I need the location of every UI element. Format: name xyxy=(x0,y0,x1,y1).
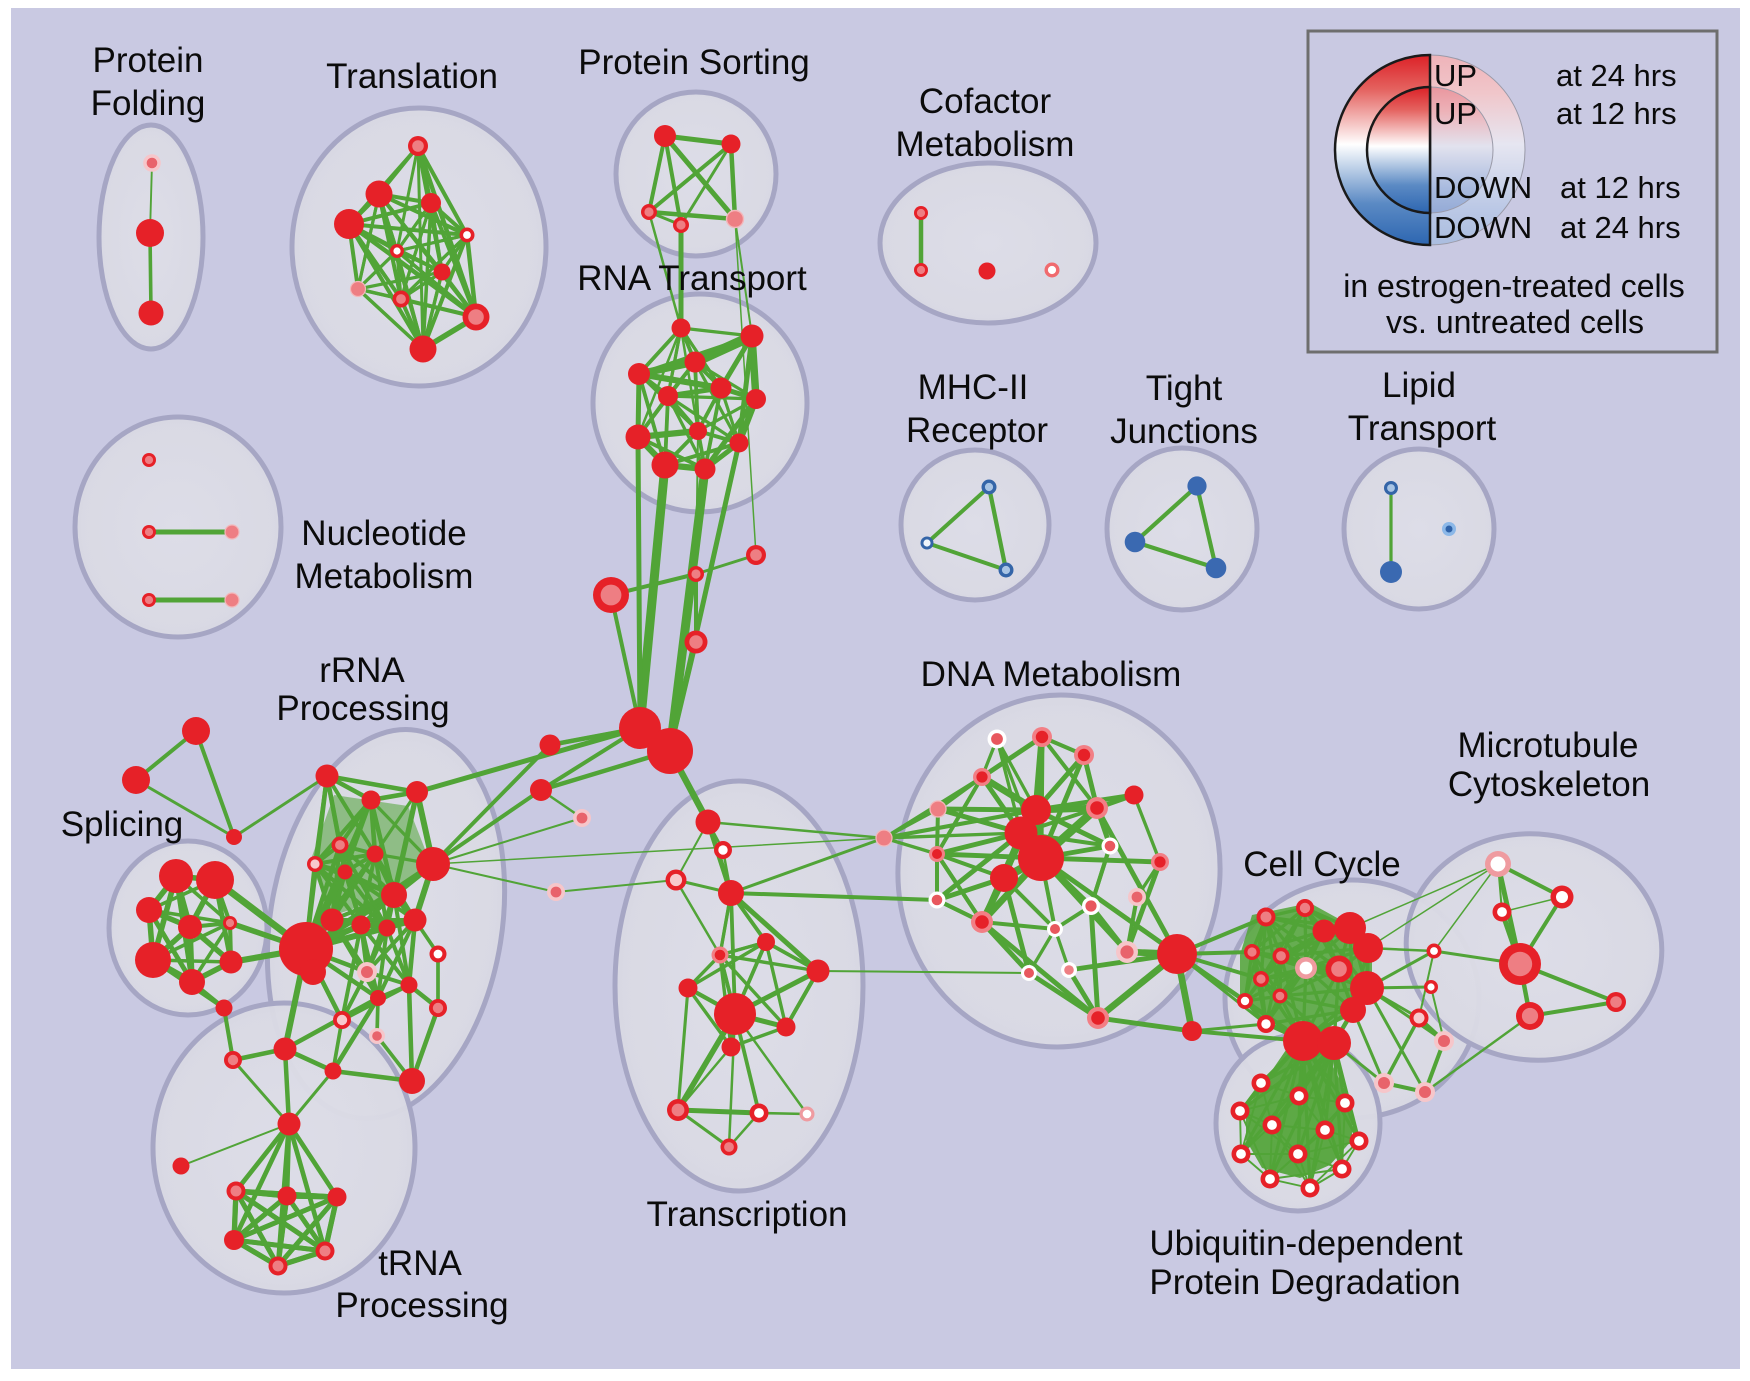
svg-text:Junctions: Junctions xyxy=(1110,412,1258,451)
svg-text:Tight: Tight xyxy=(1146,369,1223,408)
svg-text:at 24 hrs: at 24 hrs xyxy=(1560,210,1681,245)
svg-text:Protein Sorting: Protein Sorting xyxy=(578,43,810,82)
svg-text:DNA Metabolism: DNA Metabolism xyxy=(921,655,1182,694)
svg-text:UP: UP xyxy=(1434,58,1477,93)
svg-text:Transport: Transport xyxy=(1348,409,1497,448)
svg-text:Receptor: Receptor xyxy=(906,411,1048,450)
svg-text:Processing: Processing xyxy=(276,689,449,728)
svg-text:Nucleotide: Nucleotide xyxy=(301,514,466,553)
svg-text:Cofactor: Cofactor xyxy=(919,82,1052,121)
svg-text:vs. untreated cells: vs. untreated cells xyxy=(1386,304,1644,340)
svg-text:Translation: Translation xyxy=(326,57,498,96)
svg-text:Cell Cycle: Cell Cycle xyxy=(1243,845,1401,884)
svg-text:tRNA: tRNA xyxy=(378,1244,462,1283)
svg-text:RNA Transport: RNA Transport xyxy=(577,259,807,298)
svg-text:at 12 hrs: at 12 hrs xyxy=(1556,96,1677,131)
svg-text:Protein: Protein xyxy=(93,41,204,80)
svg-text:Cytoskeleton: Cytoskeleton xyxy=(1448,765,1650,804)
svg-text:DOWN: DOWN xyxy=(1434,210,1532,245)
svg-text:Metabolism: Metabolism xyxy=(896,125,1075,164)
svg-text:at 24 hrs: at 24 hrs xyxy=(1556,58,1677,93)
svg-text:UP: UP xyxy=(1434,96,1477,131)
svg-text:DOWN: DOWN xyxy=(1434,170,1532,205)
svg-text:Processing: Processing xyxy=(335,1286,508,1325)
svg-text:Folding: Folding xyxy=(91,84,206,123)
svg-text:in estrogen-treated cells: in estrogen-treated cells xyxy=(1343,268,1685,304)
svg-text:Transcription: Transcription xyxy=(647,1195,848,1234)
svg-text:Protein Degradation: Protein Degradation xyxy=(1149,1263,1460,1302)
svg-text:MHC-II: MHC-II xyxy=(918,368,1029,407)
svg-text:Microtubule: Microtubule xyxy=(1458,726,1639,765)
svg-text:at 12 hrs: at 12 hrs xyxy=(1560,170,1681,205)
svg-text:rRNA: rRNA xyxy=(319,651,405,690)
svg-text:Metabolism: Metabolism xyxy=(295,557,474,596)
svg-text:Ubiquitin-dependent: Ubiquitin-dependent xyxy=(1149,1224,1463,1263)
svg-text:Lipid: Lipid xyxy=(1382,366,1456,405)
svg-text:Splicing: Splicing xyxy=(61,805,184,844)
